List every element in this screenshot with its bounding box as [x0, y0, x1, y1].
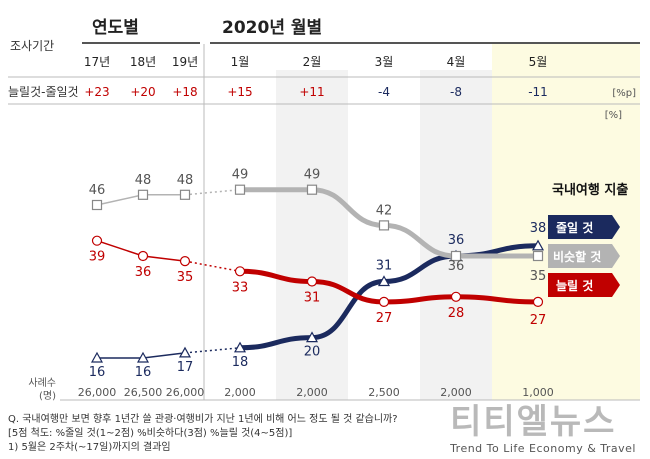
series-line-connector — [184, 347, 241, 354]
data-point-marker — [179, 189, 191, 200]
net-value-label: +23 — [84, 85, 109, 99]
band-feb — [276, 70, 348, 400]
data-value-label: 36 — [448, 233, 465, 248]
data-point-marker — [532, 250, 544, 262]
sample-size-label: 26,000 — [78, 386, 117, 399]
data-point-marker — [137, 189, 149, 200]
category-label: 3월 — [375, 55, 394, 69]
net-value-label: -8 — [450, 85, 462, 99]
data-value-label: 18 — [232, 355, 249, 370]
data-point-marker — [234, 266, 246, 277]
data-point-marker — [305, 331, 319, 343]
net-value-label: +15 — [227, 85, 252, 99]
data-value-label: 42 — [376, 203, 393, 218]
data-value-label: 48 — [135, 173, 152, 188]
data-value-label: 49 — [304, 168, 321, 183]
data-value-label: 38 — [530, 221, 547, 236]
data-value-label: 27 — [376, 311, 393, 326]
data-value-label: 48 — [177, 173, 194, 188]
data-value-label: 17 — [177, 360, 194, 375]
sample-label-2: (명) — [39, 390, 56, 402]
data-value-label: 31 — [304, 291, 321, 306]
data-point-marker — [234, 184, 246, 195]
data-point-marker — [306, 276, 318, 287]
net-label: 늘릴것-줄일것 — [8, 85, 79, 99]
sample-size-label: 26,500 — [124, 386, 163, 399]
data-value-label: 35 — [177, 270, 194, 285]
brand-sub-text: Trend To Life Economy & Travel — [450, 442, 636, 455]
data-value-label: 35 — [530, 269, 547, 284]
sample-size-label: 2,000 — [224, 386, 256, 399]
data-value-label: 39 — [89, 250, 106, 265]
net-value-label: +20 — [130, 85, 155, 99]
period-label: 조사기간 — [10, 39, 54, 53]
legend-increase: 늘릴 것 — [548, 273, 620, 297]
category-label: 18년 — [130, 55, 156, 69]
series-line-connector — [184, 260, 241, 273]
legend-increase-label: 늘릴 것 — [556, 278, 593, 293]
series-line-connector — [184, 188, 241, 196]
group-yearly-label: 연도별 — [92, 18, 139, 38]
data-point-marker — [178, 346, 192, 358]
net-value-label: -11 — [528, 85, 548, 99]
data-point-marker — [532, 296, 544, 307]
data-value-label: 28 — [448, 306, 465, 321]
category-label: 17년 — [84, 55, 110, 69]
sample-size-label: 2,000 — [440, 386, 472, 399]
category-label: 5월 — [529, 55, 548, 69]
data-point-marker — [91, 235, 103, 246]
chart-dynamic-layer: 17년 +23 26,000 18년 +20 26,500 19년 +18 26,000 1월 +1… — [78, 55, 554, 399]
data-point-marker — [91, 199, 103, 211]
data-value-label: 46 — [89, 183, 106, 198]
data-point-marker — [233, 341, 247, 353]
data-point-marker — [137, 250, 149, 262]
data-value-label: 27 — [530, 313, 547, 328]
data-value-label: 16 — [135, 365, 152, 380]
category-label: 2월 — [303, 55, 322, 69]
data-point-marker — [179, 256, 191, 267]
data-point-marker — [136, 351, 150, 363]
brand-logo: 티티엘뉴스 Trend To Life Economy & Travel — [450, 404, 636, 455]
category-label: 1월 — [231, 55, 250, 69]
data-value-label: 31 — [376, 259, 393, 274]
band-apr — [420, 70, 492, 400]
net-value-label: +18 — [172, 85, 197, 99]
footnote-note: 1) 5월은 2주차(~17일)까지의 결과임 — [8, 442, 171, 453]
data-point-marker — [378, 296, 390, 307]
data-point-marker — [377, 275, 391, 287]
data-point-marker — [306, 184, 318, 195]
data-value-label: 16 — [89, 365, 106, 380]
data-value-label: 33 — [232, 280, 249, 295]
category-label: 19년 — [172, 55, 198, 69]
sample-size-label: 2,500 — [368, 386, 400, 399]
group-monthly-label: 2020년 월별 — [222, 18, 322, 38]
chart-title: 국내여행 지출 — [552, 182, 628, 198]
sample-size-label: 1,000 — [522, 386, 554, 399]
footnote-scale: [5점 척도: %줄일 것(1~2점) %비슷하다(3점) %늘릴 것(4~5점… — [8, 428, 293, 439]
data-point-marker — [531, 239, 545, 251]
data-point-marker — [378, 220, 390, 231]
net-value-label: +11 — [299, 85, 324, 99]
footnote-question: Q. 국내여행만 보면 향후 1년간 쓸 관광·여행비가 지난 1년에 비해 어… — [8, 414, 398, 425]
data-point-marker — [450, 291, 462, 302]
data-value-label: 36 — [448, 259, 465, 274]
unit-pct-label: [%] — [605, 110, 622, 121]
data-value-label: 20 — [304, 345, 321, 360]
data-value-label: 36 — [135, 265, 152, 280]
legend-same: 비슷할 것 — [548, 244, 620, 268]
legend-decrease-label: 줄일 것 — [556, 220, 593, 235]
data-value-label: 49 — [232, 168, 249, 183]
brand-main-text: 티티엘뉴스 — [450, 402, 617, 442]
data-point-marker — [90, 351, 104, 363]
sample-size-label: 2,000 — [296, 386, 328, 399]
data-point-marker — [450, 250, 462, 262]
sample-label-1: 사례수 — [28, 377, 56, 389]
sample-size-label: 26,000 — [166, 386, 205, 399]
legend-decrease: 줄일 것 — [548, 215, 620, 239]
unit-pp-label: [%p] — [612, 88, 636, 99]
legend-same-label: 비슷할 것 — [553, 249, 601, 264]
category-label: 4월 — [447, 55, 466, 69]
net-value-label: -4 — [378, 85, 390, 99]
